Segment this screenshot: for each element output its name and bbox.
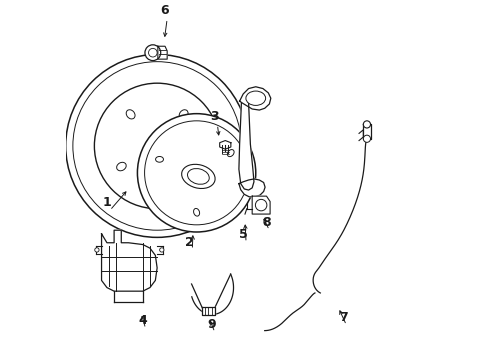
Polygon shape [240,87,271,110]
Circle shape [95,248,99,252]
Ellipse shape [182,164,215,189]
Polygon shape [101,230,157,291]
Text: 3: 3 [210,110,219,123]
Ellipse shape [167,180,175,190]
Ellipse shape [155,157,164,162]
Ellipse shape [126,110,135,119]
Text: 7: 7 [339,311,348,324]
Text: 6: 6 [160,4,169,17]
Polygon shape [364,125,370,139]
Polygon shape [359,130,364,140]
Ellipse shape [147,134,174,154]
Ellipse shape [188,168,209,184]
Text: 5: 5 [239,228,247,241]
Text: 2: 2 [185,235,194,248]
Ellipse shape [179,110,188,119]
Text: 9: 9 [208,318,216,331]
Ellipse shape [246,91,266,105]
Polygon shape [252,196,270,214]
Text: 1: 1 [102,196,111,209]
Circle shape [66,54,248,237]
Circle shape [364,135,370,142]
Text: 4: 4 [138,314,147,328]
Polygon shape [239,103,254,190]
Ellipse shape [151,137,171,152]
Ellipse shape [117,162,126,171]
Circle shape [145,45,161,60]
Circle shape [160,248,164,252]
Ellipse shape [194,208,199,216]
Circle shape [95,83,220,209]
Ellipse shape [227,149,234,157]
Text: 8: 8 [262,216,271,229]
Circle shape [137,114,256,232]
Polygon shape [239,179,265,197]
Polygon shape [220,140,231,149]
Circle shape [364,121,370,128]
Circle shape [255,199,267,211]
Polygon shape [202,307,215,315]
Circle shape [148,48,157,57]
Polygon shape [158,46,167,59]
